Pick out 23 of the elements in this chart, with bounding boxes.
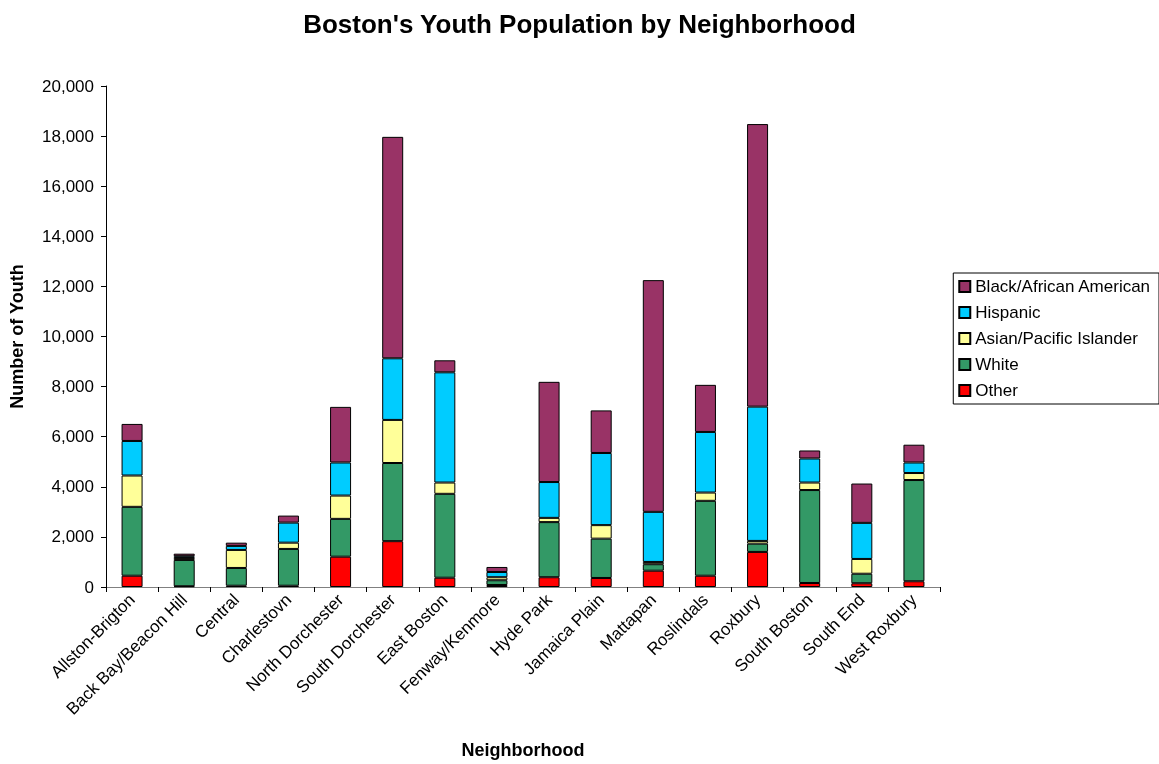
bar <box>173 559 195 587</box>
y-tick-label: 18,000 <box>42 126 94 146</box>
x-axis-title: Neighborhood <box>461 740 585 760</box>
legend-label: White <box>975 355 1019 374</box>
y-tick-label: 8,000 <box>51 377 94 397</box>
legend-label: Other <box>975 381 1019 400</box>
legend-label: Asian/Pacific Islander <box>975 329 1139 348</box>
bar <box>486 571 508 578</box>
y-tick-label: 2,000 <box>51 527 94 547</box>
y-tick-label: 16,000 <box>42 176 94 196</box>
y-tick-label: 20,000 <box>42 76 94 96</box>
y-tick-label: 12,000 <box>42 276 94 296</box>
y-axis-title: Number of Youth <box>7 264 27 409</box>
y-tick-label: 10,000 <box>42 327 94 346</box>
y-tick-label: 0 <box>84 577 94 597</box>
y-tick-label: 14,000 <box>42 226 94 246</box>
legend-label: Black/African American <box>975 277 1151 296</box>
chart-title: Boston's Youth Population by Neighborhood <box>303 9 856 39</box>
legend-label: Hispanic <box>975 303 1041 322</box>
bar <box>486 580 508 585</box>
y-tick-label: 4,000 <box>51 477 94 497</box>
bar <box>225 542 247 546</box>
y-tick-label: 6,000 <box>51 427 94 447</box>
